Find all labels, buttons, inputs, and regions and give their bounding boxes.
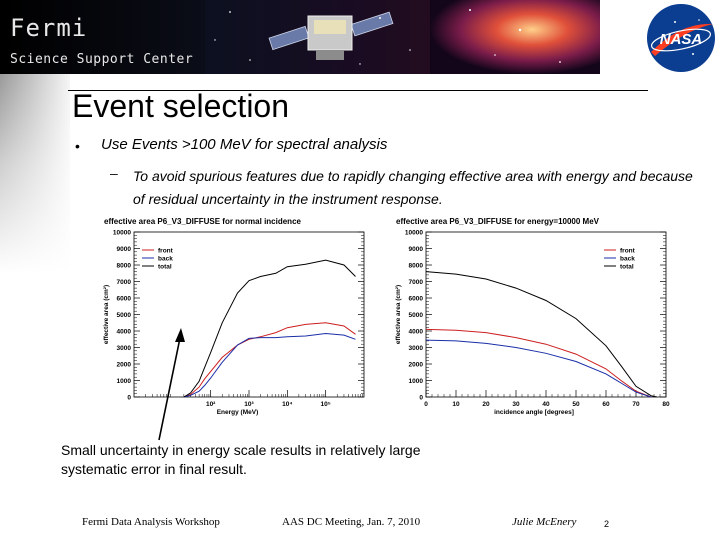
chart-title: effective area P6_V3_DIFFUSE for energy=… xyxy=(396,217,600,226)
series-line-back xyxy=(425,339,652,398)
banner-title: Fermi xyxy=(10,14,88,42)
page-number: 2 xyxy=(604,519,610,529)
x-axis-label: incidence angle [degrees] xyxy=(494,409,574,416)
y-tick-label: 1000 xyxy=(117,378,132,385)
legend-label-total: total xyxy=(620,264,634,271)
y-tick-label: 7000 xyxy=(409,279,424,286)
y-tick-label: 5000 xyxy=(117,312,132,319)
nasa-logo: NASA xyxy=(647,4,715,72)
x-tick-label: 70 xyxy=(632,401,640,408)
y-tick-label: 5000 xyxy=(409,312,424,319)
bullet-text: Use Events >100 MeV for spectral analysi… xyxy=(101,136,388,153)
angle-effective-area-chart: effective area P6_V3_DIFFUSE for energy=… xyxy=(395,217,670,416)
y-tick-label: 3000 xyxy=(117,345,132,352)
y-axis-label: effective area (cm²) xyxy=(395,285,402,344)
x-tick-label: 10³ xyxy=(244,401,254,408)
series-line-front xyxy=(183,322,356,398)
series-line-total xyxy=(425,271,658,398)
x-tick-label: 10² xyxy=(206,401,216,408)
y-tick-label: 2000 xyxy=(117,362,132,369)
banner-text-panel xyxy=(0,0,205,74)
footer-meeting: AAS DC Meeting, Jan. 7, 2010 xyxy=(282,516,421,528)
banner-subtitle: Science Support Center xyxy=(10,52,194,67)
legend-label-back: back xyxy=(158,256,173,263)
left-gradient-overlay xyxy=(0,74,70,274)
x-tick-label: 10 xyxy=(452,401,460,408)
x-tick-label: 50 xyxy=(572,401,580,408)
y-tick-label: 9000 xyxy=(117,246,132,253)
y-tick-label: 6000 xyxy=(409,296,424,303)
y-tick-label: 6000 xyxy=(117,296,132,303)
slide-title: Event selection xyxy=(72,88,290,124)
y-tick-label: 2000 xyxy=(409,362,424,369)
sub-bullet-text: To avoid spurious features due to rapidl… xyxy=(133,168,693,207)
footer-workshop: Fermi Data Analysis Workshop xyxy=(82,516,220,528)
nasa-logo-text: NASA xyxy=(660,31,703,48)
x-tick-label: 10⁵ xyxy=(321,401,331,408)
y-tick-label: 8000 xyxy=(117,263,132,270)
legend-label-front: front xyxy=(158,248,174,255)
title-rule xyxy=(68,90,648,91)
y-tick-label: 10000 xyxy=(405,230,423,237)
footer-author: Julie McEnery xyxy=(512,516,577,528)
x-tick-label: 0 xyxy=(424,401,428,408)
y-tick-label: 8000 xyxy=(409,263,424,270)
x-tick-label: 80 xyxy=(662,401,670,408)
x-axis-label: Energy (MeV) xyxy=(217,409,259,416)
chart-title: effective area P6_V3_DIFFUSE for normal … xyxy=(104,217,302,226)
y-tick-label: 0 xyxy=(419,395,423,402)
x-tick-label: 10⁴ xyxy=(282,401,292,408)
y-tick-label: 9000 xyxy=(409,246,424,253)
x-tick-label: 30 xyxy=(512,401,520,408)
y-tick-label: 3000 xyxy=(409,345,424,352)
y-tick-label: 4000 xyxy=(409,329,424,336)
legend-label-front: front xyxy=(620,248,636,255)
x-tick-label: 20 xyxy=(482,401,490,408)
y-tick-label: 10000 xyxy=(113,230,131,237)
y-axis-label: effective area (cm²) xyxy=(103,285,110,344)
legend-label-total: total xyxy=(158,264,172,271)
sub-bullet-marker: – xyxy=(110,165,118,181)
bullet-marker: • xyxy=(75,138,80,154)
annotation-caption: Small uncertainty in energy scale result… xyxy=(61,442,421,477)
x-tick-label: 60 xyxy=(602,401,610,408)
y-tick-label: 1000 xyxy=(409,378,424,385)
y-tick-label: 4000 xyxy=(117,329,132,336)
legend-label-back: back xyxy=(620,256,635,263)
series-line-back xyxy=(183,332,356,398)
y-tick-label: 7000 xyxy=(117,279,132,286)
x-tick-label: 40 xyxy=(542,401,550,408)
series-line-total xyxy=(183,259,356,398)
header-banner: Fermi Science Support Center xyxy=(0,0,600,74)
series-line-front xyxy=(425,328,652,398)
annotation-arrow xyxy=(158,328,185,441)
energy-effective-area-chart: effective area P6_V3_DIFFUSE for normal … xyxy=(103,217,365,416)
y-tick-label: 0 xyxy=(127,395,131,402)
